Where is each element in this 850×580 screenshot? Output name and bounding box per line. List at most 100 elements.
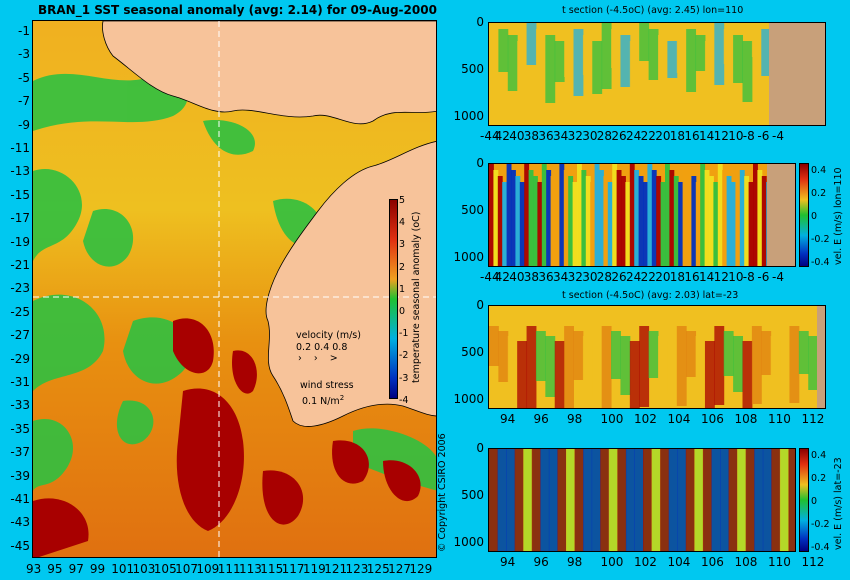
section-x-tick-label: 42 xyxy=(494,129,510,143)
section-panel[interactable] xyxy=(488,163,796,267)
section-stripe xyxy=(600,449,610,551)
section-stripe xyxy=(695,336,706,393)
lat-tick-label: -3 xyxy=(18,47,30,62)
section-stripe xyxy=(540,449,550,551)
section-y-tick-label: 1000 xyxy=(453,250,484,264)
sst-anomaly-map[interactable] xyxy=(32,20,437,558)
section-stripe xyxy=(533,176,538,266)
section-stripe xyxy=(742,41,753,102)
lat-tick-label: -43 xyxy=(10,515,30,530)
section-stripe xyxy=(601,326,612,408)
section-stripe xyxy=(648,331,659,378)
lon-tick-label: 101 xyxy=(111,562,135,576)
section-y-tick-label: 0 xyxy=(476,156,484,170)
section-stripe xyxy=(498,331,509,382)
section-stripe xyxy=(761,176,767,266)
section-stripe xyxy=(660,182,666,266)
section-stripe xyxy=(554,41,565,82)
section-stripe xyxy=(568,176,574,266)
section-stripe xyxy=(771,449,781,551)
section-stripe xyxy=(639,326,650,407)
section-stripe xyxy=(754,449,764,551)
section-stripe xyxy=(751,326,762,404)
section-colorbar xyxy=(799,163,809,267)
velocity-legend-title: velocity (m/s) xyxy=(296,330,361,341)
section-colorbar-tick: 0.2 xyxy=(811,473,827,484)
colorbar-tick-label: -2 xyxy=(399,350,409,362)
section-stripe xyxy=(629,41,640,106)
section-colorbar-tick: -0.4 xyxy=(811,542,830,553)
section-stripe xyxy=(704,341,715,408)
section-stripe xyxy=(717,164,723,266)
section-x-tick-label: 14 xyxy=(699,270,715,284)
section-panel[interactable] xyxy=(488,305,826,409)
section-stripe xyxy=(733,336,743,392)
section-stripe xyxy=(603,176,609,266)
section-x-tick-label: 106 xyxy=(701,412,724,426)
section-stripe xyxy=(694,449,704,551)
section-y-tick-label: 500 xyxy=(461,488,484,502)
section-x-tick-label: 108 xyxy=(734,555,758,569)
lat-tick-label: -19 xyxy=(10,234,30,249)
section-x-tick-label: 40 xyxy=(509,270,525,284)
lon-tick-label: 115 xyxy=(260,562,284,576)
velocity-legend-values: 0.2 0.4 0.8 xyxy=(296,342,348,353)
section-stripe xyxy=(526,326,537,408)
section-x-tick-label: 102 xyxy=(634,412,657,426)
section-stripe xyxy=(744,176,750,266)
section-stripe xyxy=(573,331,584,380)
section-stripe xyxy=(634,170,640,266)
section-x-tick-label: 18 xyxy=(669,129,686,143)
section-x-tick-label: 110 xyxy=(768,555,791,569)
lat-tick-label: -5 xyxy=(18,70,30,85)
section-stripe xyxy=(592,341,603,408)
section-stripe xyxy=(739,170,745,266)
section-x-tick-label: 26 xyxy=(611,129,627,143)
lon-tick-label: 95 xyxy=(47,562,63,576)
section-colorbar-tick: 0.4 xyxy=(811,165,827,176)
section-x-tick-label: 110 xyxy=(768,412,791,426)
section-stripe xyxy=(677,449,687,551)
section-x-tick-label: 18 xyxy=(669,270,686,284)
section-stripe xyxy=(590,182,596,266)
section-stripe xyxy=(625,182,631,266)
section-x-tick-label: 12 xyxy=(713,270,729,284)
section-x-tick-label: 94 xyxy=(500,412,516,426)
lat-tick-label: -13 xyxy=(10,164,30,179)
section-stripe xyxy=(629,341,640,408)
section-x-tick-label: 96 xyxy=(533,412,549,426)
section-stripe xyxy=(687,170,692,266)
lat-tick-label: -27 xyxy=(10,328,30,343)
section-stripe xyxy=(582,35,593,75)
section-stripe xyxy=(748,182,754,266)
wind-legend-value: 0.1 N/m2 xyxy=(302,394,345,408)
indonesia-landmass xyxy=(102,21,436,125)
section-stripe xyxy=(761,331,772,375)
section-stripe xyxy=(753,164,758,266)
section-x-tick-label: 10 xyxy=(728,129,744,143)
map-colorbar xyxy=(389,199,398,399)
section-stripe xyxy=(669,170,675,266)
section-stripe xyxy=(535,29,546,84)
section-x-tick-label: 98 xyxy=(567,412,583,426)
colorbar-tick-label: 3 xyxy=(399,239,406,251)
section-x-tick-label: 10 xyxy=(728,270,744,284)
section-y-tick-label: 1000 xyxy=(453,535,484,549)
section-panel[interactable] xyxy=(488,22,826,126)
section-stripe xyxy=(737,449,747,551)
lat-tick-label: -39 xyxy=(10,468,30,483)
section-stripe xyxy=(541,164,547,266)
lon-tick-label: 123 xyxy=(345,562,369,576)
section-stripe xyxy=(497,176,503,266)
lat-tick-label: -35 xyxy=(10,421,30,436)
wind-legend-title: wind stress xyxy=(300,380,354,391)
section-panel[interactable] xyxy=(488,448,796,552)
section-x-tick-label: 20 xyxy=(655,129,671,143)
section-stripe xyxy=(489,23,499,53)
section-stripe xyxy=(592,41,603,94)
section-x-tick-label: 38 xyxy=(523,270,540,284)
section-x-tick-label: 30 xyxy=(582,270,598,284)
lon-tick-label: 97 xyxy=(68,562,84,576)
section-x-tick-label: -44 xyxy=(480,129,500,143)
section-stripe xyxy=(798,331,809,374)
